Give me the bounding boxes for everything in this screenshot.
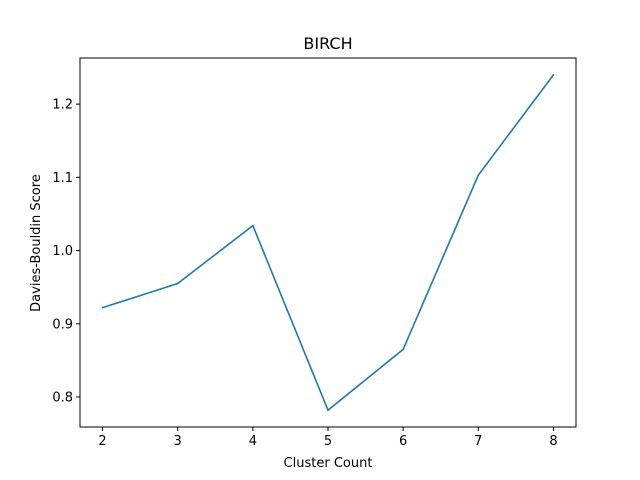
data-point	[176, 282, 179, 285]
y-tick-label: 1.0	[52, 244, 73, 259]
data-point	[552, 74, 555, 76]
x-tick-label: 8	[549, 434, 557, 449]
y-axis-label: Davies-Bouldin Score	[29, 174, 44, 312]
y-axis-ticks: 0.8 0.9 1.0 1.1 1.2	[52, 98, 80, 405]
y-tick-label: 0.9	[52, 317, 73, 332]
y-tick-label: 1.2	[52, 98, 73, 113]
data-point	[327, 409, 329, 411]
data-point	[477, 174, 480, 176]
x-tick-label: 5	[324, 434, 332, 449]
x-tick-label: 2	[98, 434, 106, 449]
y-tick-label: 1.1	[52, 171, 73, 186]
x-tick-label: 4	[249, 434, 257, 449]
x-tick-label: 6	[399, 434, 407, 449]
x-tick-label: 3	[174, 434, 182, 449]
data-point	[101, 306, 104, 309]
chart-title: BIRCH	[303, 34, 352, 53]
data-point	[252, 224, 254, 227]
data-point	[402, 348, 404, 351]
y-tick-label: 0.8	[52, 390, 73, 405]
x-axis-ticks: 2 3 4 5 6 7 8	[98, 427, 558, 449]
x-tick-label: 7	[474, 434, 482, 449]
x-axis-label: Cluster Count	[284, 456, 373, 471]
series-group	[101, 74, 555, 412]
